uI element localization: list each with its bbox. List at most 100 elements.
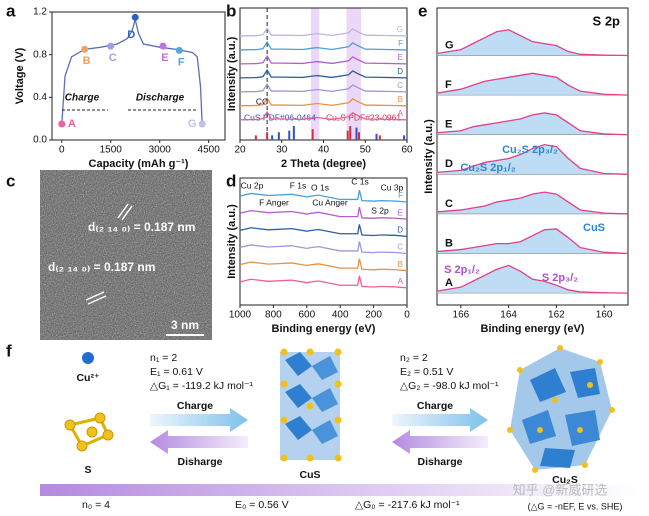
x-tick-label: 1000 — [229, 310, 252, 321]
plot-frame — [239, 177, 408, 306]
panel-label: f — [6, 341, 12, 360]
step-n: n₁ = 2 — [150, 352, 177, 364]
state-label: G — [188, 118, 197, 130]
discharge-label: Disharge — [178, 456, 223, 468]
overall-g: △G₀ = -217.6 kJ mol⁻¹ — [355, 499, 460, 511]
line — [239, 96, 408, 107]
x-axis-label: Binding energy (eV) — [272, 323, 376, 335]
cu-ion-label: Cu²⁺ — [76, 372, 99, 384]
charge-arrow — [150, 408, 248, 432]
cu2s-structure — [507, 345, 615, 473]
annotation: C 1s — [351, 176, 368, 186]
cu-ion-icon — [82, 352, 94, 364]
series-label: D — [397, 67, 403, 76]
highlight-band — [310, 8, 320, 140]
area — [437, 192, 628, 214]
area — [437, 228, 628, 254]
annotation: Cu 3p — [381, 182, 404, 192]
y-tick-label: 0.8 — [33, 49, 47, 60]
plot-frame — [436, 7, 629, 306]
x-tick-label: 3000 — [149, 145, 172, 156]
discharge-arrow — [150, 430, 248, 454]
annotation: Cu₂S 2p₁/₂ — [460, 162, 515, 174]
d-spacing-label: d₍₂ ₁₄ ₀₎ = 0.187 nm — [88, 220, 195, 234]
series-label: E — [398, 53, 403, 62]
line — [436, 191, 629, 215]
annotation: Discharge — [136, 93, 185, 104]
series-label: A — [398, 109, 404, 118]
line — [436, 143, 629, 175]
x-tick-label: 200 — [365, 310, 382, 321]
reference-label: Cu₂S PDF#23-0961 — [326, 112, 401, 122]
line — [436, 112, 629, 136]
step-e: E₂ = 0.51 V — [400, 366, 453, 378]
y-axis-label: Intensity (a.u.) — [226, 204, 238, 279]
series-label: B — [398, 95, 403, 104]
d-spacing-label: d₍₂ ₁₄ ₀₎ = 0.187 nm — [48, 260, 155, 274]
step-g: △G₁ = -119.2 kJ mol⁻¹ — [150, 380, 254, 392]
charge-arrow — [392, 408, 488, 432]
step-e: E₁ = 0.61 V — [150, 366, 203, 378]
sulfur-icon — [64, 412, 114, 452]
state-point — [58, 120, 66, 128]
line — [239, 68, 408, 79]
x-tick-label: 30 — [276, 145, 288, 156]
x-tick-label: 600 — [298, 310, 315, 321]
scale-label: 3 nm — [171, 318, 199, 332]
line — [239, 40, 408, 51]
panel-label: b — [226, 1, 236, 20]
overall-n: n₀ = 4 — [82, 499, 110, 511]
discharge-label: Disharge — [418, 456, 463, 468]
y-tick-label: 0.0 — [33, 135, 47, 146]
panel-title: S 2p — [593, 13, 621, 28]
line — [239, 54, 408, 65]
line — [239, 224, 408, 237]
fringe-marker — [121, 205, 133, 221]
series-label: F — [398, 191, 403, 200]
series-label: D — [397, 225, 403, 234]
y-tick-label: 0.4 — [33, 92, 47, 103]
plot-frame — [51, 11, 226, 141]
annotation: Cu₂S 2p₃/₂ — [502, 144, 558, 156]
area — [437, 29, 628, 56]
line — [436, 264, 629, 294]
series-label: C — [397, 243, 403, 252]
annotation: S 2p₃/₂ — [542, 272, 578, 284]
reaction-diagram: Cu²⁺ S n₁ = 2 E₁ = 0.61 V △G₁ = -119.2 k… — [40, 345, 640, 511]
series-label: A — [445, 277, 453, 289]
panel-label: e — [418, 1, 427, 20]
state-point — [159, 42, 167, 50]
x-tick-label: 40 — [318, 145, 330, 156]
series-label: A — [398, 277, 404, 286]
series-label: C — [445, 198, 453, 210]
line — [239, 82, 408, 93]
annotation: F 1s — [290, 180, 307, 190]
sulfur-label: S — [84, 464, 91, 476]
panel-label: c — [6, 171, 15, 190]
x-axis-label: Capacity (mAh g⁻¹) — [89, 158, 189, 170]
x-axis-label: Binding energy (eV) — [481, 323, 585, 335]
state-label: B — [83, 55, 91, 67]
line — [436, 228, 629, 255]
line — [436, 29, 629, 57]
x-tick-label: 162 — [548, 310, 565, 321]
state-label: E — [161, 52, 168, 64]
line — [239, 207, 408, 220]
annotation: CC — [256, 96, 268, 106]
x-tick-label: 60 — [401, 145, 413, 156]
series-label: F — [445, 79, 452, 91]
step-g: △G₂ = -98.0 kJ mol⁻¹ — [400, 380, 499, 392]
cus-structure — [280, 348, 342, 462]
series-label: B — [445, 237, 453, 249]
x-tick-label: 20 — [234, 145, 246, 156]
x-tick-label: 160 — [596, 310, 613, 321]
note: (△G = -nEF, E vs. SHE) — [528, 501, 623, 511]
annotation: CuS — [583, 222, 605, 234]
series-label: F — [398, 39, 403, 48]
fringe-marker — [85, 291, 105, 301]
series-label: B — [398, 260, 403, 269]
series-label: E — [445, 119, 452, 131]
state-label: F — [178, 56, 185, 68]
annotation: Cu 2p — [241, 180, 264, 190]
